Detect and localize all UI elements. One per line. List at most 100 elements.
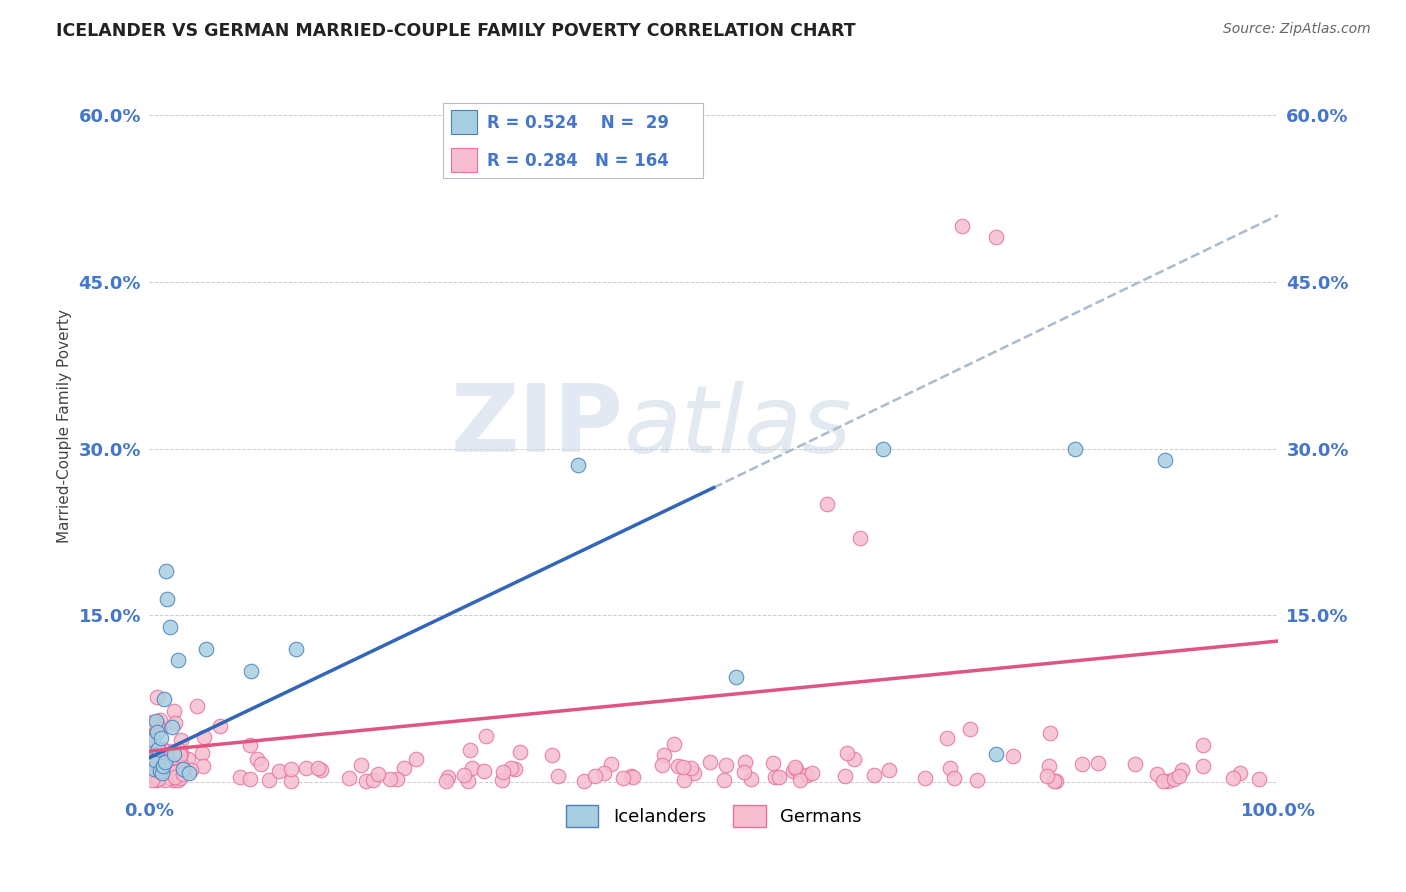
Point	[673, 773, 696, 788]
Text: atlas: atlas	[623, 381, 852, 472]
Bar	[451, 148, 477, 172]
Point	[1222, 772, 1244, 786]
Point	[186, 699, 208, 714]
Point	[662, 737, 685, 751]
Point	[834, 769, 856, 783]
Point	[163, 749, 186, 764]
Point	[228, 771, 250, 785]
Point	[1045, 774, 1067, 789]
Point	[142, 764, 165, 778]
Point	[842, 752, 865, 766]
Point	[166, 754, 188, 768]
Point	[250, 756, 273, 771]
Point	[492, 765, 515, 780]
Point	[672, 760, 695, 774]
Point	[1070, 757, 1092, 772]
Point	[699, 755, 721, 769]
Point	[1036, 769, 1059, 783]
Point	[149, 713, 172, 727]
Point	[157, 744, 180, 758]
Point	[150, 742, 173, 756]
Point	[163, 704, 186, 718]
Point	[367, 766, 389, 780]
Point	[152, 758, 174, 772]
Point	[167, 766, 190, 780]
Point	[155, 772, 177, 787]
Point	[163, 747, 186, 762]
Point	[837, 747, 859, 761]
Point	[574, 773, 596, 788]
Point	[146, 725, 169, 739]
Point	[491, 772, 513, 787]
Point	[153, 747, 176, 762]
Point	[1039, 726, 1062, 740]
Point	[142, 766, 165, 780]
Point	[172, 758, 194, 772]
Point	[457, 774, 479, 789]
Point	[145, 772, 167, 786]
Point	[239, 738, 262, 752]
Point	[163, 715, 186, 730]
Point	[460, 742, 482, 756]
Point	[145, 723, 167, 738]
Point	[145, 718, 167, 732]
Point	[169, 748, 191, 763]
Text: Source: ZipAtlas.com: Source: ZipAtlas.com	[1223, 22, 1371, 37]
Point	[436, 770, 458, 784]
Point	[309, 763, 332, 777]
Point	[142, 733, 165, 747]
Point	[950, 219, 973, 234]
Point	[149, 722, 172, 736]
Point	[499, 761, 522, 775]
Point	[863, 768, 886, 782]
Point	[141, 766, 163, 780]
Point	[453, 767, 475, 781]
Point	[361, 773, 384, 788]
Point	[1192, 738, 1215, 752]
Point	[1192, 759, 1215, 773]
Point	[148, 742, 170, 756]
Point	[1038, 758, 1060, 772]
Point	[143, 761, 166, 775]
Point	[378, 772, 401, 786]
Point	[1247, 772, 1270, 787]
Point	[801, 765, 824, 780]
Point	[1002, 749, 1025, 764]
Point	[789, 773, 811, 788]
Point	[877, 764, 900, 778]
Point	[150, 766, 173, 780]
Point	[166, 772, 188, 787]
Point	[959, 722, 981, 736]
Point	[733, 765, 755, 780]
Point	[159, 619, 181, 633]
Point	[145, 748, 167, 763]
Point	[163, 770, 186, 784]
Point	[307, 761, 329, 775]
Point	[143, 727, 166, 741]
Point	[762, 756, 785, 770]
Point	[141, 749, 163, 764]
Point	[194, 641, 217, 656]
Point	[145, 714, 167, 728]
Point	[541, 747, 564, 762]
Point	[350, 758, 373, 772]
Point	[166, 653, 188, 667]
Point	[169, 755, 191, 769]
Point	[475, 729, 498, 743]
Point	[146, 716, 169, 731]
Point	[159, 772, 181, 786]
Point	[162, 772, 184, 787]
Point	[1168, 769, 1191, 783]
Point	[405, 752, 427, 766]
Point	[148, 760, 170, 774]
Point	[583, 769, 606, 783]
Point	[872, 442, 894, 456]
Point	[612, 771, 634, 785]
Point	[984, 747, 1007, 762]
Point	[1123, 756, 1146, 771]
Point	[461, 761, 484, 775]
Point	[280, 774, 302, 789]
Point	[599, 756, 621, 771]
Point	[180, 763, 202, 777]
Point	[783, 760, 806, 774]
